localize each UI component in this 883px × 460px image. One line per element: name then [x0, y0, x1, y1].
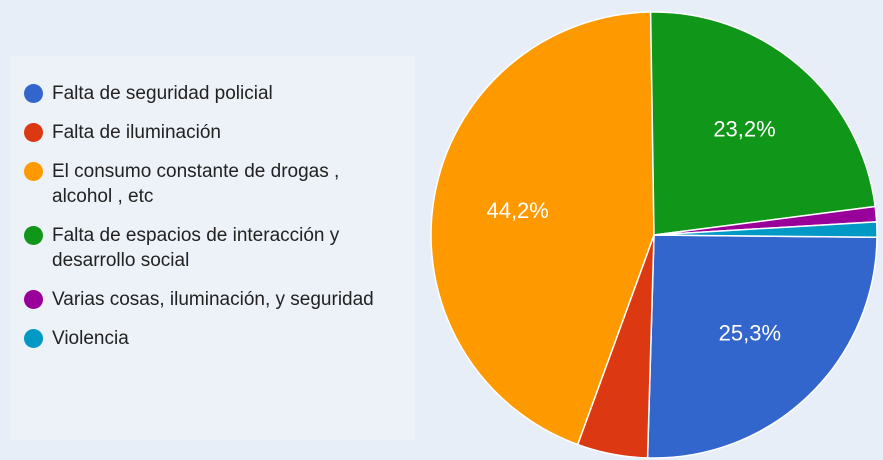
pie-slice — [646, 234, 878, 459]
legend-label: Falta de espacios de interacción y desar… — [52, 225, 340, 271]
legend-item: Falta de seguridad policial — [24, 81, 404, 106]
pie-slice — [649, 11, 877, 236]
legend-label: Falta de iluminación — [52, 122, 221, 143]
legend-swatch — [24, 226, 43, 245]
legend-item: Falta de iluminación — [24, 120, 404, 145]
legend-item: Falta de espacios de interacción y desar… — [24, 223, 404, 273]
slice-label: 44,2% — [486, 198, 548, 223]
legend-label: Falta de seguridad policial — [52, 83, 273, 104]
legend: Falta de seguridad policial Falta de ilum… — [10, 56, 415, 440]
legend-label: El consumo constante de drogas , alcohol… — [52, 161, 340, 207]
legend-item: Varias cosas, iluminación, y seguridad — [24, 287, 404, 312]
slice-label: 25,3% — [719, 320, 781, 345]
legend-swatch — [24, 84, 43, 103]
legend-item: Violencia — [24, 326, 404, 351]
slice-label: 23,2% — [713, 116, 775, 141]
pie-slice — [653, 221, 878, 238]
pie-slice — [430, 11, 655, 446]
legend-label: Violencia — [52, 328, 129, 349]
legend-label: Varias cosas, iluminación, y seguridad — [52, 289, 374, 310]
legend-swatch — [24, 290, 43, 309]
legend-swatch — [24, 162, 43, 181]
legend-item: El consumo constante de drogas , alcohol… — [24, 159, 404, 209]
legend-swatch — [24, 123, 43, 142]
legend-swatch — [24, 329, 43, 348]
